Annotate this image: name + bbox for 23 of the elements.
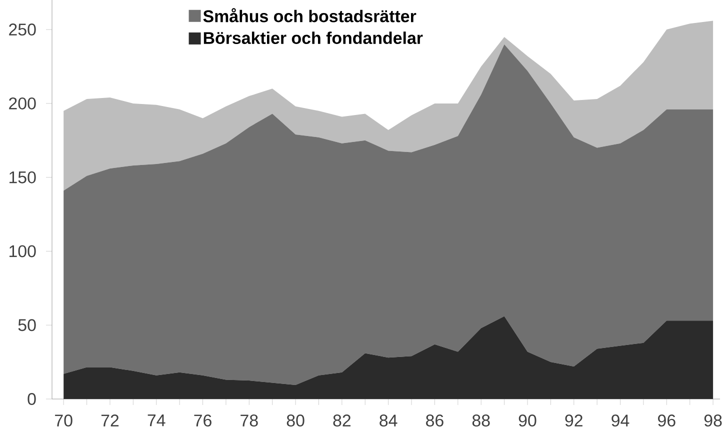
x-tick-label: 92: [565, 414, 582, 427]
y-tick-label: 50: [18, 319, 36, 332]
y-tick-label: 150: [10, 171, 36, 184]
x-tick-label: 86: [426, 414, 444, 427]
x-tick-label: 74: [148, 414, 166, 426]
x-tick-label: 78: [240, 414, 258, 427]
x-tick-label: 76: [194, 414, 212, 427]
y-tick-label: 200: [9, 97, 36, 110]
y-tick-label: 250: [9, 24, 36, 36]
x-tick-label: 88: [472, 414, 490, 427]
x-tick-label: 82: [333, 414, 350, 427]
x-tick-label: 80: [286, 414, 304, 427]
y-tick-label: 100: [10, 245, 36, 258]
legend-label: Börsaktier och fondandelar: [204, 32, 423, 44]
x-tick-label: 90: [518, 414, 536, 427]
x-tick-label: 96: [658, 414, 676, 427]
x-tick-label: 98: [704, 414, 722, 427]
x-tick-label: 70: [55, 414, 72, 427]
x-tick-label: 72: [101, 414, 119, 426]
x-tick-label: 84: [380, 414, 398, 427]
x-tick-label: 94: [612, 414, 630, 427]
y-tick-label: 0: [28, 393, 36, 405]
legend-label: Småhus och bostadsrätter: [203, 8, 416, 22]
